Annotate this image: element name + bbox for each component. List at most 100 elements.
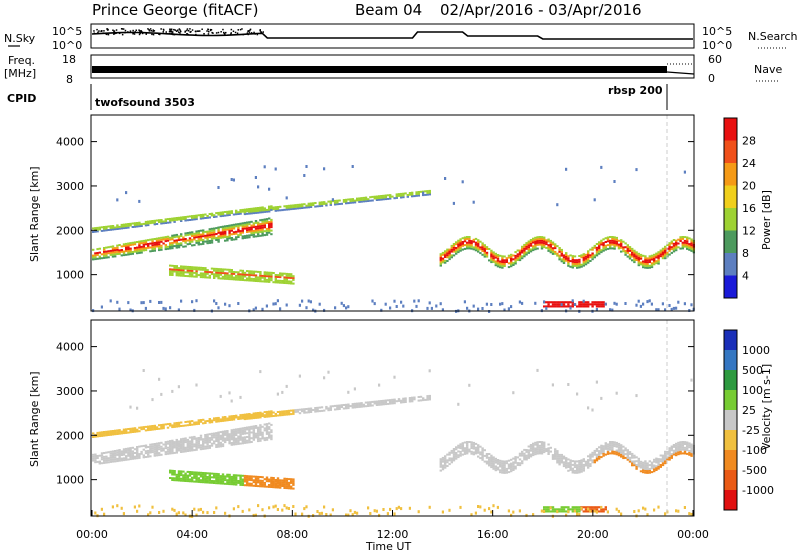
range-time-cell [444, 459, 447, 462]
range-time-cell [510, 513, 513, 517]
range-time-cell [347, 513, 350, 517]
range-time-cell [578, 463, 581, 466]
range-time-cell [248, 441, 251, 444]
range-time-cell [527, 451, 530, 454]
range-time-cell [120, 432, 123, 435]
range-time-cell [120, 452, 123, 455]
range-time-cell [171, 448, 174, 451]
range-time-cell [323, 167, 326, 171]
colorbar-swatch [724, 253, 737, 276]
range-time-cell [474, 249, 478, 252]
range-time-cell [270, 220, 273, 223]
range-time-cell [237, 223, 240, 226]
range-time-cell [642, 465, 645, 468]
range-time-cell [274, 277, 277, 280]
range-time-cell [96, 433, 99, 436]
range-time-cell [204, 445, 207, 448]
range-time-cell [133, 247, 137, 249]
range-time-cell [268, 279, 271, 281]
range-time-cell [270, 476, 273, 479]
range-time-cell [593, 246, 596, 249]
range-time-cell [292, 483, 295, 486]
range-time-cell [507, 254, 511, 257]
range-time-cell [204, 213, 207, 216]
range-time-cell [615, 244, 618, 247]
range-time-cell [472, 240, 475, 243]
range-time-cell [584, 510, 588, 513]
range-time-cell [98, 460, 101, 463]
range-time-cell [206, 511, 209, 515]
range-time-cell [525, 244, 528, 246]
range-time-cell [206, 272, 209, 275]
range-time-cell [160, 392, 163, 396]
range-time-cell [228, 268, 231, 271]
range-time-cell [182, 447, 185, 449]
range-time-cell [217, 268, 220, 271]
range-time-cell [556, 252, 559, 255]
range-time-cell [477, 243, 480, 245]
range-time-cell [224, 416, 227, 418]
range-time-cell [248, 223, 251, 226]
range-time-cell [265, 210, 269, 213]
range-time-cell [239, 222, 242, 225]
range-time-cell [281, 479, 284, 482]
range-time-cell [232, 415, 236, 417]
range-time-cell [228, 436, 231, 439]
range-time-cell [512, 465, 515, 468]
range-time-cell [686, 238, 689, 241]
range-time-cell [230, 418, 233, 421]
range-time-cell [529, 444, 533, 446]
range-time-cell [116, 300, 119, 304]
range-time-cell [169, 264, 172, 267]
range-time-cell [285, 205, 288, 208]
range-time-cell [237, 271, 240, 274]
range-time-cell [202, 267, 205, 269]
range-time-cell [580, 468, 583, 471]
range-time-cell [518, 300, 521, 304]
range-time-cell [224, 432, 227, 435]
range-time-cell [323, 201, 326, 204]
range-time-cell [129, 308, 132, 312]
range-time-cell [175, 267, 178, 269]
range-time-cell [290, 485, 293, 488]
range-time-cell [184, 472, 187, 475]
range-time-cell [457, 251, 460, 254]
range-time-cell [527, 248, 530, 251]
range-time-cell [455, 243, 458, 246]
range-time-cell [171, 219, 174, 222]
range-time-cell [364, 401, 368, 404]
freq-label-1: Freq. [8, 54, 35, 67]
range-time-cell [450, 449, 453, 452]
range-time-cell [263, 230, 266, 233]
range-time-cell [204, 272, 207, 275]
range-time-cell [417, 191, 420, 193]
range-time-cell [637, 264, 640, 267]
range-time-cell [538, 241, 541, 244]
range-time-cell [219, 480, 222, 483]
nsearch-point [262, 31, 264, 33]
range-time-cell [206, 477, 209, 480]
range-time-cell [503, 460, 506, 463]
range-time-cell [417, 299, 420, 303]
range-time-cell [543, 246, 546, 249]
range-time-cell [483, 248, 486, 250]
range-time-cell [265, 410, 269, 413]
range-time-cell [193, 449, 196, 452]
range-time-cell [263, 207, 266, 210]
range-time-cell [620, 451, 623, 454]
range-time-cell [318, 203, 321, 206]
range-time-cell [265, 427, 269, 429]
range-time-cell [219, 211, 222, 214]
range-time-cell [158, 239, 161, 242]
range-time-cell [237, 224, 240, 227]
range-time-cell [540, 245, 544, 248]
range-time-cell [206, 441, 209, 444]
range-time-cell [287, 507, 290, 510]
range-time-cell [259, 485, 262, 488]
range-time-cell [536, 443, 539, 446]
range-time-cell [213, 511, 216, 514]
range-time-cell [351, 165, 354, 168]
range-time-cell [268, 208, 271, 211]
range-time-cell [208, 271, 211, 274]
range-time-cell [243, 441, 247, 444]
